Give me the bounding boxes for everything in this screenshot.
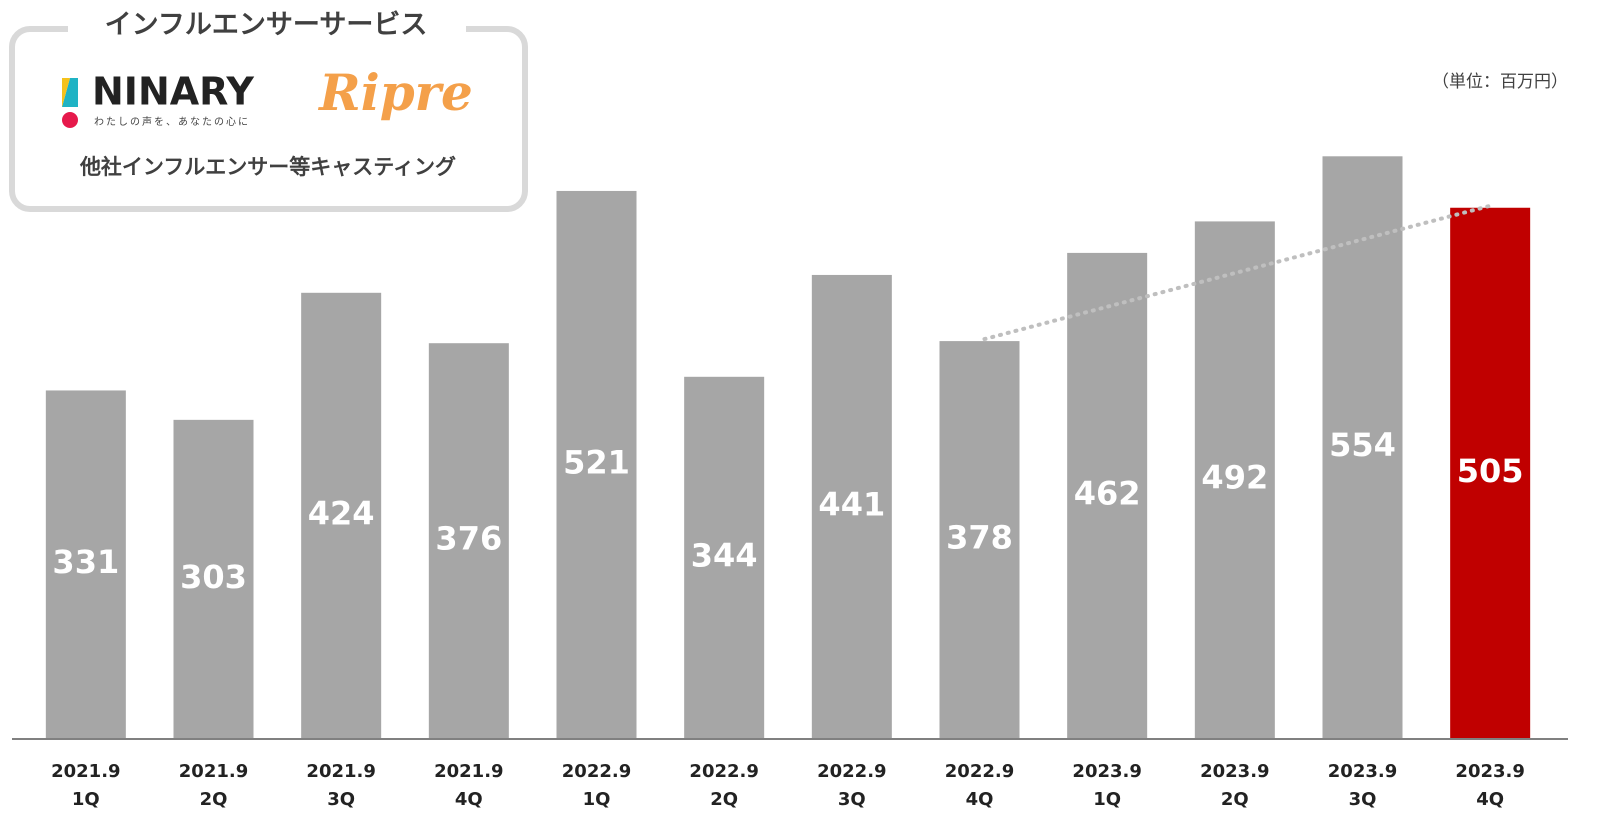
- panel-gap: [68, 20, 466, 40]
- brand-tagline: わたしの声を、あなたの心に: [94, 115, 250, 128]
- value-label: 441: [818, 485, 885, 523]
- x-tick-label: 1Q: [1093, 789, 1121, 810]
- bar: [1194, 221, 1275, 738]
- x-tick-label: 2022.9: [562, 761, 631, 782]
- logo-mark: [62, 78, 70, 107]
- value-label: 376: [435, 520, 502, 558]
- x-tick-label: 3Q: [327, 789, 355, 810]
- bar: [173, 419, 254, 738]
- bar: [811, 274, 892, 738]
- panel-subtitle: 他社インフルエンサー等キャスティング: [79, 155, 456, 179]
- x-tick-label: 2023.9: [1072, 761, 1141, 782]
- value-label: 344: [691, 536, 758, 574]
- x-tick-label: 1Q: [583, 789, 611, 810]
- x-tick-label: 2023.9: [1200, 761, 1269, 782]
- x-tick-label: 2021.9: [179, 761, 248, 782]
- bar: [556, 190, 637, 738]
- x-tick-label: 2022.9: [945, 761, 1014, 782]
- value-label: 492: [1201, 459, 1268, 497]
- x-tick-label: 2Q: [1221, 789, 1249, 810]
- brand-name: NINARY: [92, 70, 254, 114]
- bar: [1322, 156, 1403, 739]
- x-tick-label: 4Q: [1476, 789, 1504, 810]
- value-label: 462: [1074, 474, 1141, 512]
- value-label: 521: [563, 443, 630, 481]
- value-label: 303: [180, 558, 247, 596]
- bar: [1450, 207, 1531, 738]
- value-label: 378: [946, 519, 1013, 557]
- x-tick-label: 2021.9: [51, 761, 120, 782]
- x-tick-label: 2022.9: [689, 761, 758, 782]
- logo-mark: [62, 78, 78, 107]
- bar: [684, 376, 765, 738]
- x-tick-label: 2023.9: [1455, 761, 1524, 782]
- x-tick-label: 2021.9: [306, 761, 375, 782]
- value-label: 505: [1457, 452, 1524, 490]
- x-tick-label: 2Q: [710, 789, 738, 810]
- x-tick-label: 3Q: [1349, 789, 1377, 810]
- x-tick-label: 2021.9: [434, 761, 503, 782]
- x-tick-label: 1Q: [72, 789, 100, 810]
- logo-dot: [62, 112, 78, 128]
- bar: [301, 292, 382, 738]
- x-tick-label: 4Q: [966, 789, 994, 810]
- panel: インフルエンサーサービス NINARY わたしの声を、あなたの心に Ripre …: [9, 10, 528, 212]
- bar: [939, 341, 1020, 738]
- x-tick-label: 2022.9: [817, 761, 886, 782]
- x-tick-label: 2023.9: [1328, 761, 1397, 782]
- x-tick-label: 2Q: [200, 789, 228, 810]
- value-label: 331: [52, 543, 119, 581]
- value-label: 424: [308, 494, 375, 532]
- x-tick-label: 3Q: [838, 789, 866, 810]
- bar: [428, 343, 509, 738]
- value-label: 554: [1329, 426, 1396, 464]
- brand-name: Ripre: [317, 63, 473, 122]
- bar: [45, 390, 126, 738]
- trend-line: [982, 203, 1493, 342]
- panel-title: インフルエンサーサービス: [105, 10, 428, 41]
- x-tick-label: 4Q: [455, 789, 483, 810]
- bar: [1067, 252, 1148, 738]
- unit-label: （単位：百万円）: [1432, 72, 1568, 92]
